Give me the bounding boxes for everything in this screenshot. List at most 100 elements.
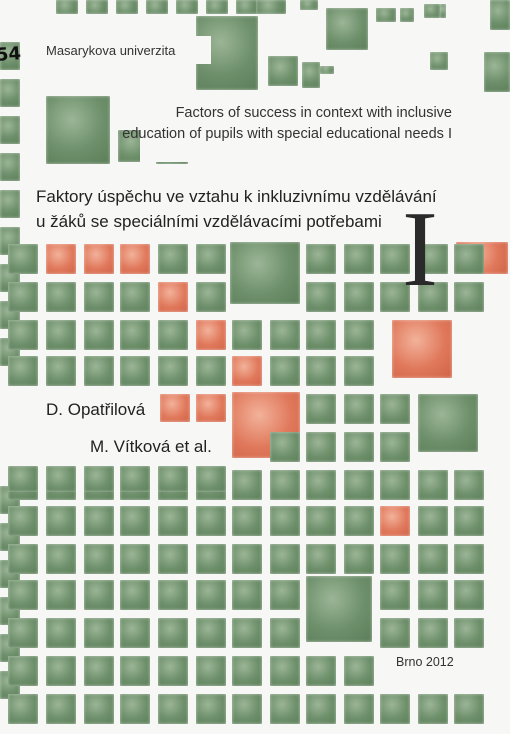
green-tile	[84, 618, 114, 648]
green-tile	[146, 0, 168, 14]
green-tile	[380, 694, 410, 724]
green-tile	[344, 356, 374, 386]
green-tile	[306, 576, 372, 642]
green-tile	[84, 320, 114, 350]
green-tile	[46, 544, 76, 574]
place-year: Brno 2012	[396, 655, 454, 669]
green-tile	[8, 694, 38, 724]
handwritten-mark: 54	[0, 43, 22, 66]
green-tile	[306, 320, 336, 350]
green-tile	[158, 320, 188, 350]
green-tile	[206, 0, 228, 14]
green-tile	[120, 656, 150, 686]
green-tile	[0, 116, 20, 144]
green-tile	[380, 618, 410, 648]
green-tile	[454, 506, 484, 536]
green-tile	[120, 580, 150, 610]
green-tile	[344, 694, 374, 724]
author2-band	[82, 433, 232, 459]
green-tile	[8, 506, 38, 536]
green-tile	[232, 320, 262, 350]
green-tile	[380, 394, 410, 424]
green-tile	[46, 356, 76, 386]
green-tile	[270, 356, 300, 386]
czech-title-band	[28, 180, 453, 238]
green-tile	[454, 618, 484, 648]
green-tile	[196, 282, 226, 312]
green-tile	[0, 79, 20, 107]
green-tile	[84, 544, 114, 574]
green-tile	[232, 506, 262, 536]
green-tile	[46, 282, 76, 312]
green-tile	[270, 618, 300, 648]
green-tile	[84, 580, 114, 610]
green-tile	[326, 8, 368, 50]
green-tile	[196, 618, 226, 648]
author1-band	[36, 396, 156, 422]
green-tile	[344, 320, 374, 350]
green-tile	[380, 544, 410, 574]
green-tile	[120, 466, 150, 492]
green-tile	[46, 580, 76, 610]
green-tile	[46, 656, 76, 686]
green-tile	[0, 42, 20, 70]
green-tile	[418, 618, 448, 648]
green-tile	[380, 470, 410, 500]
publisher-name: Masarykova univerzita	[46, 43, 176, 58]
green-tile	[306, 544, 336, 574]
green-tile	[344, 432, 374, 462]
green-tile	[376, 8, 396, 22]
author-primary: D. Opatřilová	[46, 400, 146, 419]
orange-tile	[120, 244, 150, 274]
green-tile	[380, 580, 410, 610]
green-tile	[270, 694, 300, 724]
orange-tile	[46, 244, 76, 274]
green-tile	[84, 656, 114, 686]
green-tile	[116, 0, 138, 14]
green-tile	[232, 544, 262, 574]
green-tile	[418, 580, 448, 610]
green-tile	[46, 694, 76, 724]
green-tile	[256, 0, 286, 14]
green-tile	[270, 506, 300, 536]
green-tile	[454, 694, 484, 724]
green-tile	[158, 356, 188, 386]
czech-title-line1: Faktory úspěchu ve vztahu k inkluzivnímu…	[36, 187, 437, 206]
green-tile	[84, 356, 114, 386]
green-tile	[270, 432, 300, 462]
green-tile	[454, 282, 484, 312]
green-tile	[306, 656, 336, 686]
green-tile	[158, 694, 188, 724]
green-tile	[270, 656, 300, 686]
green-tile	[454, 544, 484, 574]
green-tile	[418, 506, 448, 536]
orange-tile	[84, 244, 114, 274]
green-tile	[300, 0, 318, 10]
green-tile	[120, 320, 150, 350]
volume-numeral: I	[402, 190, 438, 309]
green-tile	[454, 580, 484, 610]
green-tile	[380, 432, 410, 462]
green-tile	[8, 320, 38, 350]
green-tile	[424, 4, 440, 18]
english-title-band	[140, 98, 460, 162]
green-tile	[302, 62, 320, 88]
green-tile	[8, 244, 38, 274]
publisher-band	[36, 36, 211, 64]
green-tile	[270, 320, 300, 350]
green-tile	[232, 470, 262, 500]
green-tile	[84, 506, 114, 536]
orange-tile	[196, 394, 226, 422]
green-tile	[120, 506, 150, 536]
green-tile	[196, 244, 226, 274]
author-secondary: M. Vítková et al.	[90, 437, 212, 456]
green-tile	[158, 244, 188, 274]
english-title: Factors of success in context with inclu…	[122, 105, 452, 142]
green-tile	[232, 618, 262, 648]
green-tile	[230, 242, 300, 304]
green-tile	[232, 656, 262, 686]
green-tile	[8, 656, 38, 686]
green-tile	[120, 356, 150, 386]
green-tile	[86, 0, 108, 14]
